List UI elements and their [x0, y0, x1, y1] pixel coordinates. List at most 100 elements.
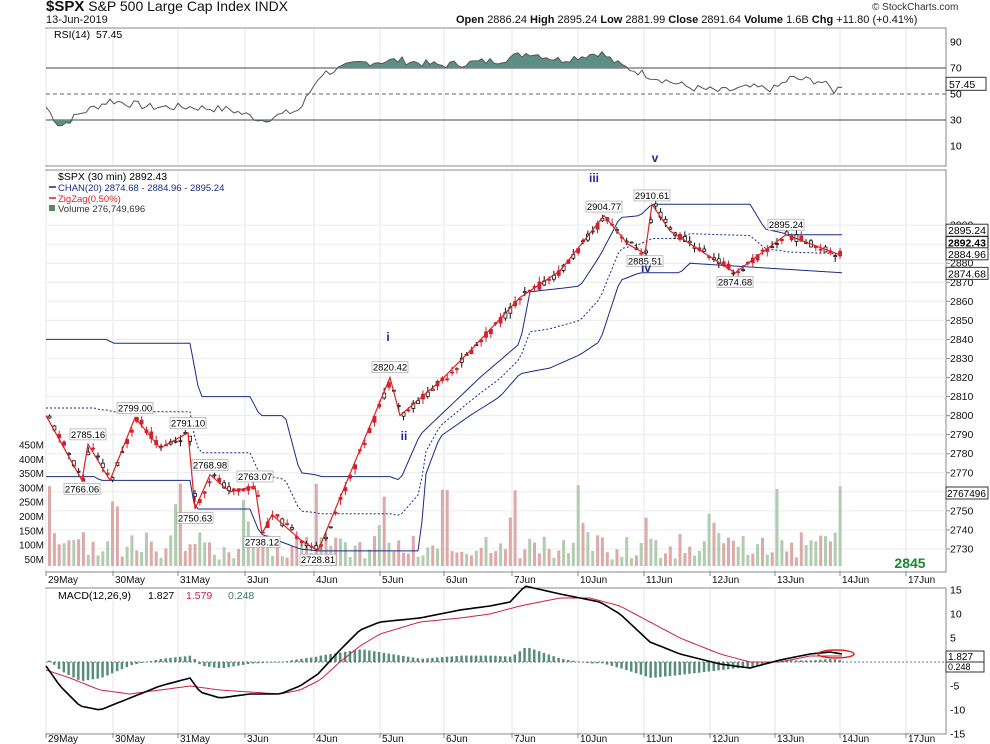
macd-hist-bar	[678, 662, 681, 675]
macd-hist-bar	[397, 655, 400, 662]
volume-bar	[217, 559, 221, 566]
x-axis-label: 7Jun	[514, 575, 536, 586]
candle-body	[362, 442, 367, 445]
volume-bar	[101, 551, 105, 566]
macd-hist-bar	[358, 649, 361, 662]
channel-mid	[46, 233, 843, 516]
pivot-label-box	[626, 255, 664, 268]
macd-hist-bar	[576, 661, 580, 662]
legend-channel: CHAN(20) 2874.68 - 2884.96 - 2895.24	[58, 183, 224, 194]
wave-label-ii: ii	[401, 429, 408, 443]
volume-bar	[465, 554, 469, 566]
macd-hist-bar	[242, 662, 245, 665]
macd-hist-bar	[610, 662, 614, 666]
macd-hist-bar	[799, 660, 803, 662]
volume-bar	[790, 542, 794, 566]
macd-hist-bar	[581, 662, 584, 663]
volume-bar	[455, 552, 459, 566]
volume-bar	[756, 544, 760, 566]
volume-bar	[353, 545, 357, 566]
wave-label-i: i	[386, 330, 389, 344]
macd-hist-bar	[465, 655, 468, 662]
zigzag-line	[45, 202, 843, 552]
macd-hist-bar	[222, 662, 226, 668]
volume-bar	[295, 537, 299, 566]
macd-hist-bar	[474, 655, 478, 662]
price-tick-label: 2880	[950, 258, 974, 270]
price-tick-label: 2800	[950, 410, 974, 422]
volume-bar	[630, 558, 633, 566]
volume-value: 1.6B	[786, 14, 809, 26]
volume-bar	[785, 551, 789, 566]
volume-bar	[159, 558, 163, 566]
macd-hist-bar	[804, 660, 808, 662]
volume-bar	[436, 548, 439, 566]
volume-bar	[683, 553, 687, 566]
macd-hist-bar	[368, 650, 371, 662]
volume-bar	[402, 552, 406, 566]
volume-bar	[494, 551, 498, 566]
volume-bar	[557, 550, 561, 566]
volume-badge-box	[945, 486, 989, 500]
volume-bar	[52, 533, 56, 566]
price-tick-label: 2840	[950, 334, 974, 346]
macd-hist-bar	[736, 662, 740, 669]
x-axis-label-macd: 10Jun	[580, 734, 607, 744]
macd-hist-bar	[198, 662, 201, 665]
macd-hist-bar	[174, 657, 177, 662]
x-axis-label-macd: 17Jun	[908, 734, 935, 744]
volume-bar	[125, 546, 129, 566]
x-axis-label: 5Jun	[382, 575, 404, 586]
macd-hist-bar	[470, 655, 473, 662]
volume-bar	[673, 558, 677, 566]
macd-hist-bar	[145, 662, 148, 663]
candle-body	[775, 243, 779, 245]
volume-tick-label: 150M	[19, 526, 44, 537]
macd-hist-bar	[528, 647, 531, 662]
macd-hist-bar	[620, 662, 623, 669]
volume-bar	[222, 547, 226, 566]
volume-bar	[406, 553, 410, 566]
volume-bar	[809, 540, 813, 566]
volume-bar	[183, 551, 187, 566]
macd-hist-bar	[178, 656, 182, 662]
volume-bar	[712, 522, 716, 566]
macd-hist-bar	[353, 650, 357, 662]
macd-hist-bar	[411, 657, 415, 662]
macd-hist-bar	[707, 662, 711, 672]
volume-bar	[697, 550, 701, 566]
volume-bar	[474, 550, 478, 566]
macd-hist-bar	[445, 656, 449, 662]
volume-bar	[275, 546, 279, 566]
rsi-line	[45, 50, 843, 127]
macd-hist-bar	[348, 651, 352, 662]
volume-bar	[523, 549, 527, 566]
macd-hist-bar	[722, 662, 725, 670]
macd-hist-bar	[533, 649, 536, 662]
macd-hist-bar	[503, 656, 507, 662]
macd-hist-bar	[717, 662, 720, 671]
macd-hist-badge: 0.248	[948, 662, 971, 672]
pivot-label: 2904.77	[587, 202, 621, 213]
macd-hist-bar	[586, 662, 589, 663]
volume-bar	[600, 537, 604, 566]
rsi-plot	[45, 50, 946, 127]
macd-hist-bar	[125, 662, 129, 668]
volume-tick-label: 300M	[19, 483, 44, 494]
volume-bar	[479, 547, 483, 566]
macd-hist-bar	[693, 662, 696, 674]
price-badge: 2884.96	[948, 249, 986, 261]
volume-bar	[198, 532, 202, 566]
macd-hist-bar	[212, 662, 216, 668]
macd-hist-bar	[499, 656, 502, 662]
chart-date: 13-Jun-2019	[46, 14, 108, 26]
macd-hist-bar	[256, 662, 259, 664]
macd-hist-bar	[537, 651, 541, 662]
pivot-label: 2799.00	[118, 404, 152, 415]
price-tick-label: 2770	[950, 467, 974, 479]
macd-hist-bar	[547, 654, 551, 662]
rsi-value: 57.45	[96, 29, 122, 41]
volume-bar	[227, 552, 231, 566]
volume-bar	[149, 541, 153, 566]
macd-hist-bar	[668, 662, 672, 676]
